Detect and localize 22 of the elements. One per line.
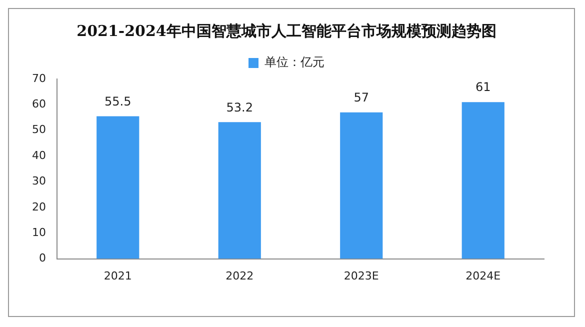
bar [462,102,504,259]
x-tick-label: 2022 [226,269,254,282]
y-tick-label: 60 [32,98,46,111]
y-tick-label: 20 [32,200,46,214]
y-tick-label: 30 [32,174,46,188]
data-label: 55.5 [104,94,132,108]
x-tick-label: 2023E [344,269,379,282]
bar [218,122,261,259]
legend-label: 单位：亿元 [264,55,324,70]
y-tick-label: 0 [38,252,46,265]
bar [340,112,383,259]
data-label: 57 [354,90,370,105]
x-tick-label: 2024E [466,269,501,282]
data-label: 53.2 [226,100,253,114]
y-tick-label: 10 [32,226,46,239]
y-tick-label: 70 [32,72,46,85]
bar [96,116,140,259]
y-tick-label: 40 [32,148,46,162]
chart-title: 2021-2024年中国智慧城市人工智能平台市场规模预测趋势图 [76,22,496,40]
data-label: 61 [475,80,491,94]
y-tick-label: 50 [32,123,46,136]
x-tick-label: 2021 [104,269,132,282]
